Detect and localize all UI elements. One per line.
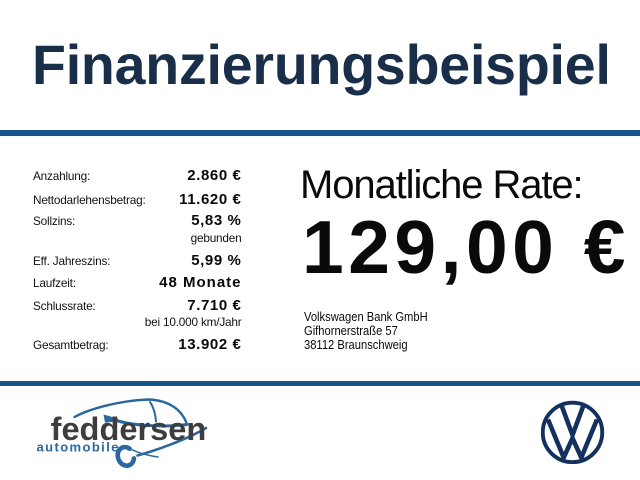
- svg-text:feddersen: feddersen: [51, 410, 207, 447]
- svg-text:automobile: automobile: [37, 440, 120, 455]
